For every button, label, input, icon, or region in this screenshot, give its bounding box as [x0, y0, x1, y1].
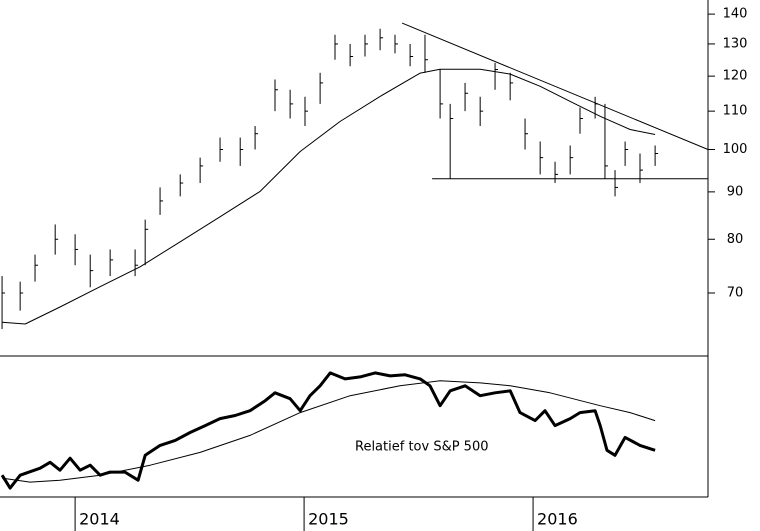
x-tick-label: 2016: [537, 510, 578, 529]
y-tick-label: 70: [727, 285, 744, 300]
series-line: [2, 380, 656, 483]
y-tick-label: 100: [723, 142, 748, 157]
y-tick-label: 120: [723, 69, 748, 84]
y-tick-label: 130: [723, 36, 748, 51]
line: [2, 68, 656, 325]
annotation: Relatief tov S&P 500: [355, 440, 489, 455]
series-line: [0, 371, 656, 490]
y-tick-label: 110: [723, 104, 748, 119]
y-tick-label: 90: [727, 184, 744, 199]
x-tick-label: 2015: [308, 510, 349, 529]
y-tick-label: 140: [723, 7, 748, 22]
line: [401, 22, 709, 150]
y-tick-label: 80: [727, 232, 744, 247]
x-tick-label: 2014: [79, 510, 120, 529]
